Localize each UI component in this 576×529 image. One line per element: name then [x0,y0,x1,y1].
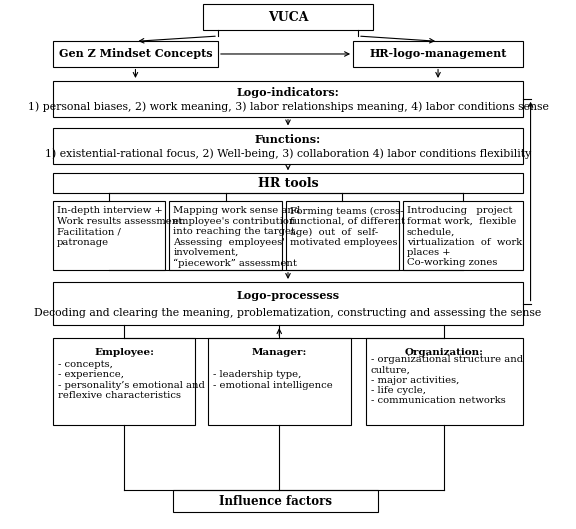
Text: VUCA: VUCA [268,11,308,24]
Text: Functions:: Functions: [255,134,321,145]
Text: - organizational structure and
culture,
- major activities,
- life cycle,
- comm: - organizational structure and culture, … [370,355,522,405]
Text: HR-logo-management: HR-logo-management [369,49,507,59]
Text: Organization:: Organization: [405,348,484,357]
Text: - concepts,
- experience,
- personality’s emotional and
reflexive characteristic: - concepts, - experience, - personality’… [58,360,205,400]
Bar [173,490,378,513]
Bar [53,201,165,270]
Bar [53,173,523,193]
Bar [353,41,523,67]
Bar [203,4,373,30]
Text: HR tools: HR tools [257,177,319,190]
Text: 1) personal biases, 2) work meaning, 3) labor relationships meaning, 4) labor co: 1) personal biases, 2) work meaning, 3) … [28,102,548,112]
Text: Employee:: Employee: [94,348,154,357]
Text: Mapping work sense and
employee's contribution
into reaching the target.
Assessi: Mapping work sense and employee's contri… [173,206,301,268]
Text: - leadership type,
- emotional intelligence: - leadership type, - emotional intellige… [213,370,333,390]
Bar [53,81,523,117]
Text: Manager:: Manager: [252,348,307,357]
Text: Introducing   project
format work,  flexible
schedule,
virtualization  of  work
: Introducing project format work, flexibl… [407,206,522,268]
Bar [366,339,523,425]
Text: Influence factors: Influence factors [219,495,332,508]
Bar [53,282,523,325]
Text: Logo-processess: Logo-processess [236,290,340,301]
Bar [53,339,195,425]
Bar [403,201,523,270]
Bar [169,201,282,270]
Bar [286,201,399,270]
Text: Logo-indicators:: Logo-indicators: [237,87,339,98]
Text: Gen Z Mindset Concepts: Gen Z Mindset Concepts [59,49,213,59]
Bar [208,339,351,425]
Text: 1) existential-rational focus, 2) Well-being, 3) collaboration 4) labor conditio: 1) existential-rational focus, 2) Well-b… [45,149,531,159]
Bar [53,129,523,164]
Bar [53,41,218,67]
Text: Decoding and clearing the meaning, problematization, constructing and assessing : Decoding and clearing the meaning, probl… [35,308,541,318]
Text: Forming teams (cross-
functional, of different
age)  out  of  self-
motivated em: Forming teams (cross- functional, of dif… [290,206,405,247]
Text: In-depth interview +
Work results assessment.
Facilitation /
patronage: In-depth interview + Work results assess… [57,206,185,247]
